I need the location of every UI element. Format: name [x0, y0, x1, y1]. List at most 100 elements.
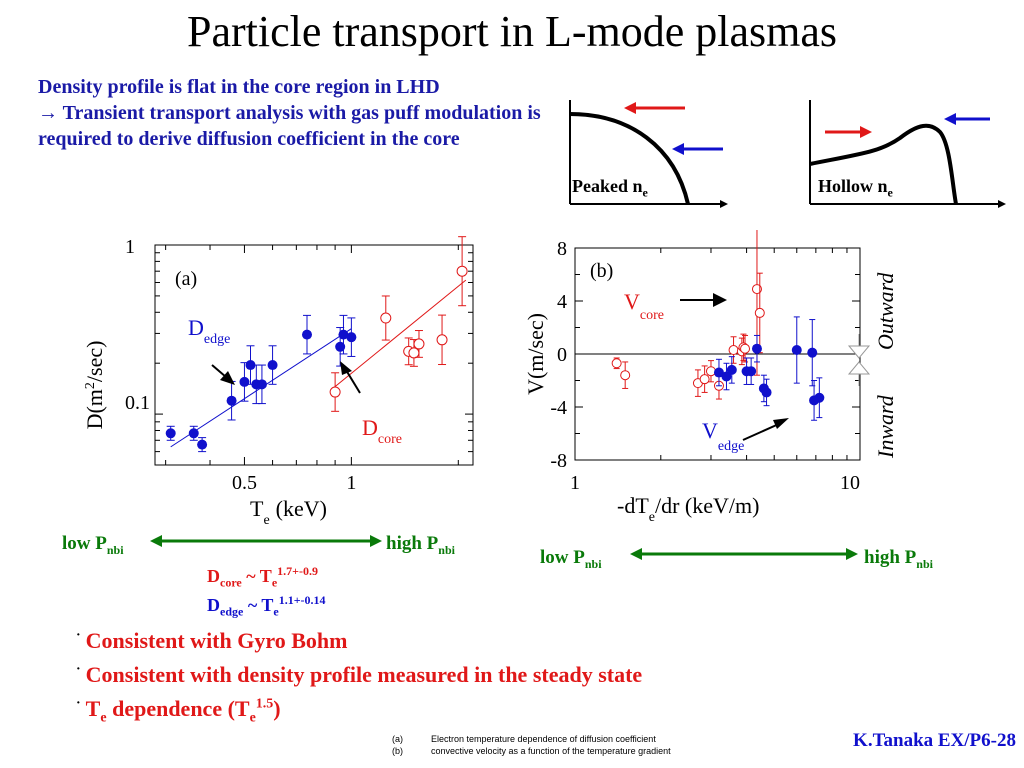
- d-edge-point: [267, 360, 278, 371]
- caption-b: (b) convective velocity as a function of …: [392, 746, 671, 756]
- outward-inward-arrow-icon: [847, 334, 871, 386]
- d-core-point: [456, 265, 468, 277]
- left-arrow-icon: [630, 548, 642, 560]
- chart-b-ytick: -8: [550, 450, 567, 472]
- v-edge-point: [751, 343, 762, 354]
- d-edge-pointer-line: [211, 364, 227, 378]
- chart-b-ytick: 4: [557, 291, 567, 313]
- v-edge-point: [746, 366, 757, 377]
- d-edge-point: [301, 329, 312, 340]
- d-core-pointer-arrow-icon: [340, 361, 352, 375]
- d-core-point: [380, 312, 392, 324]
- d-edge-point: [256, 379, 267, 390]
- fit-line: [331, 279, 467, 390]
- chart-a-fit-lines: [170, 279, 467, 448]
- v-core-point: [620, 370, 631, 381]
- d-edge-point: [245, 360, 256, 371]
- left-red-arrow-icon: [624, 102, 636, 114]
- d-edge-pointer-arrow-icon: [220, 371, 235, 385]
- v-core-point: [611, 358, 622, 369]
- low-pnbi-label-a: low Pnbi: [62, 533, 124, 557]
- pnbi-double-arrow-a: [150, 535, 382, 547]
- right-arrow-icon: [370, 535, 382, 547]
- d-core-point: [408, 347, 420, 359]
- chart-b-ylabel: V(m/sec): [523, 313, 548, 395]
- chart-b-xtick-10: 10: [840, 472, 860, 494]
- chart-b-xtick-1: 1: [570, 472, 580, 494]
- caption-a: (a) Electron temperature dependence of di…: [392, 734, 656, 744]
- low-pnbi-label-b: low Pnbi: [540, 547, 602, 571]
- d-edge-point: [239, 376, 250, 387]
- d-edge-point: [346, 332, 357, 343]
- chart-a-ytick-0.1: 0.1: [125, 392, 150, 414]
- v-edge-pointer-line: [742, 422, 782, 441]
- chart-b-points: [611, 230, 825, 421]
- d-core-scaling: Dcore ~ Te1.7+-0.9: [207, 564, 318, 590]
- v-edge-point: [726, 364, 737, 375]
- left-blue-arrow-icon: [944, 113, 956, 125]
- d-core-pointer-line: [345, 369, 361, 394]
- high-pnbi-label-b: high Pnbi: [864, 547, 933, 571]
- v-edge-pointer-arrow-icon: [773, 418, 789, 429]
- hollow-curve: [809, 123, 958, 205]
- d-edge-label: Dedge: [188, 315, 230, 347]
- intro-line-1: Density profile is flat in the core regi…: [38, 76, 440, 98]
- v-core-pointer-arrow-icon: [713, 293, 727, 307]
- chart-b-xlabel: -dTe/dr (keV/m): [617, 493, 759, 525]
- chart-a-minor-ticks: [155, 244, 473, 466]
- v-core-point: [699, 374, 710, 385]
- hollow-label: Hollow ne: [818, 176, 893, 200]
- right-arrow-icon: [846, 548, 858, 560]
- d-core-label: Dcore: [362, 415, 402, 447]
- intro-line-2: Transient transport analysis with gas pu…: [38, 102, 541, 150]
- d-edge-point: [338, 329, 349, 340]
- chart-a-xtick-0.5: 0.5: [232, 472, 257, 494]
- chart-a-ytick-1: 1: [125, 236, 135, 258]
- right-red-arrow-icon: [860, 126, 872, 138]
- author-footer: K.Tanaka EX/P6-28: [853, 730, 1016, 751]
- peaked-label: Peaked ne: [572, 176, 648, 200]
- high-pnbi-label-a: high Pnbi: [386, 533, 455, 557]
- d-edge-point: [335, 341, 346, 352]
- d-edge-point: [197, 439, 208, 450]
- v-core-point: [728, 345, 739, 356]
- outward-label: Outward: [873, 272, 898, 350]
- d-edge-point: [226, 395, 237, 406]
- v-core-label: Vcore: [624, 289, 664, 323]
- d-core-point: [413, 338, 425, 350]
- x-axis-arrow-icon: [720, 200, 728, 208]
- bullet-density-profile: · Consistent with density profile measure…: [76, 662, 643, 687]
- chart-b-ytick: 0: [557, 344, 567, 366]
- pnbi-double-arrow-b: [630, 548, 858, 560]
- d-core-point: [329, 386, 341, 398]
- v-edge-point: [814, 392, 825, 403]
- chart-a-xlabel: Te (keV): [250, 496, 327, 528]
- slide-title: Particle transport in L-mode plasmas: [186, 7, 838, 56]
- bullet-gyro-bohm: · Consistent with Gyro Bohm: [76, 628, 348, 653]
- chart-a-xtick-1: 1: [346, 472, 356, 494]
- v-edge-point: [791, 345, 802, 356]
- hollow-profile-sketch: [809, 100, 1006, 208]
- d-edge-scaling: Dedge ~ Te1.1+-0.14: [207, 593, 326, 619]
- v-edge-point: [807, 347, 818, 358]
- left-arrow-icon: [150, 535, 162, 547]
- v-edge-point: [713, 367, 724, 378]
- chart-a-points: [165, 236, 468, 453]
- chart-b-ytick: 8: [557, 238, 567, 260]
- x-axis-arrow-icon: [998, 200, 1006, 208]
- d-core-point: [436, 334, 448, 346]
- peaked-curve: [569, 112, 690, 205]
- chart-a-ylabel: D(m2/sec): [82, 341, 107, 430]
- peaked-profile-sketch: [569, 100, 728, 208]
- v-core-point: [754, 307, 765, 318]
- v-core-point: [740, 343, 751, 354]
- v-edge-label: Vedge: [702, 418, 744, 454]
- chart-a-panel-label: (a): [175, 268, 197, 290]
- v-edge-point: [721, 371, 732, 382]
- intro-text: Density profile is flat in the core regi…: [38, 74, 568, 152]
- chart-a-frame: [154, 244, 474, 466]
- inward-label: Inward: [873, 394, 898, 459]
- chart-b-ytick: -4: [550, 397, 567, 419]
- chart-b-panel-label: (b): [590, 260, 613, 282]
- right-arrow-icon: →: [38, 102, 58, 124]
